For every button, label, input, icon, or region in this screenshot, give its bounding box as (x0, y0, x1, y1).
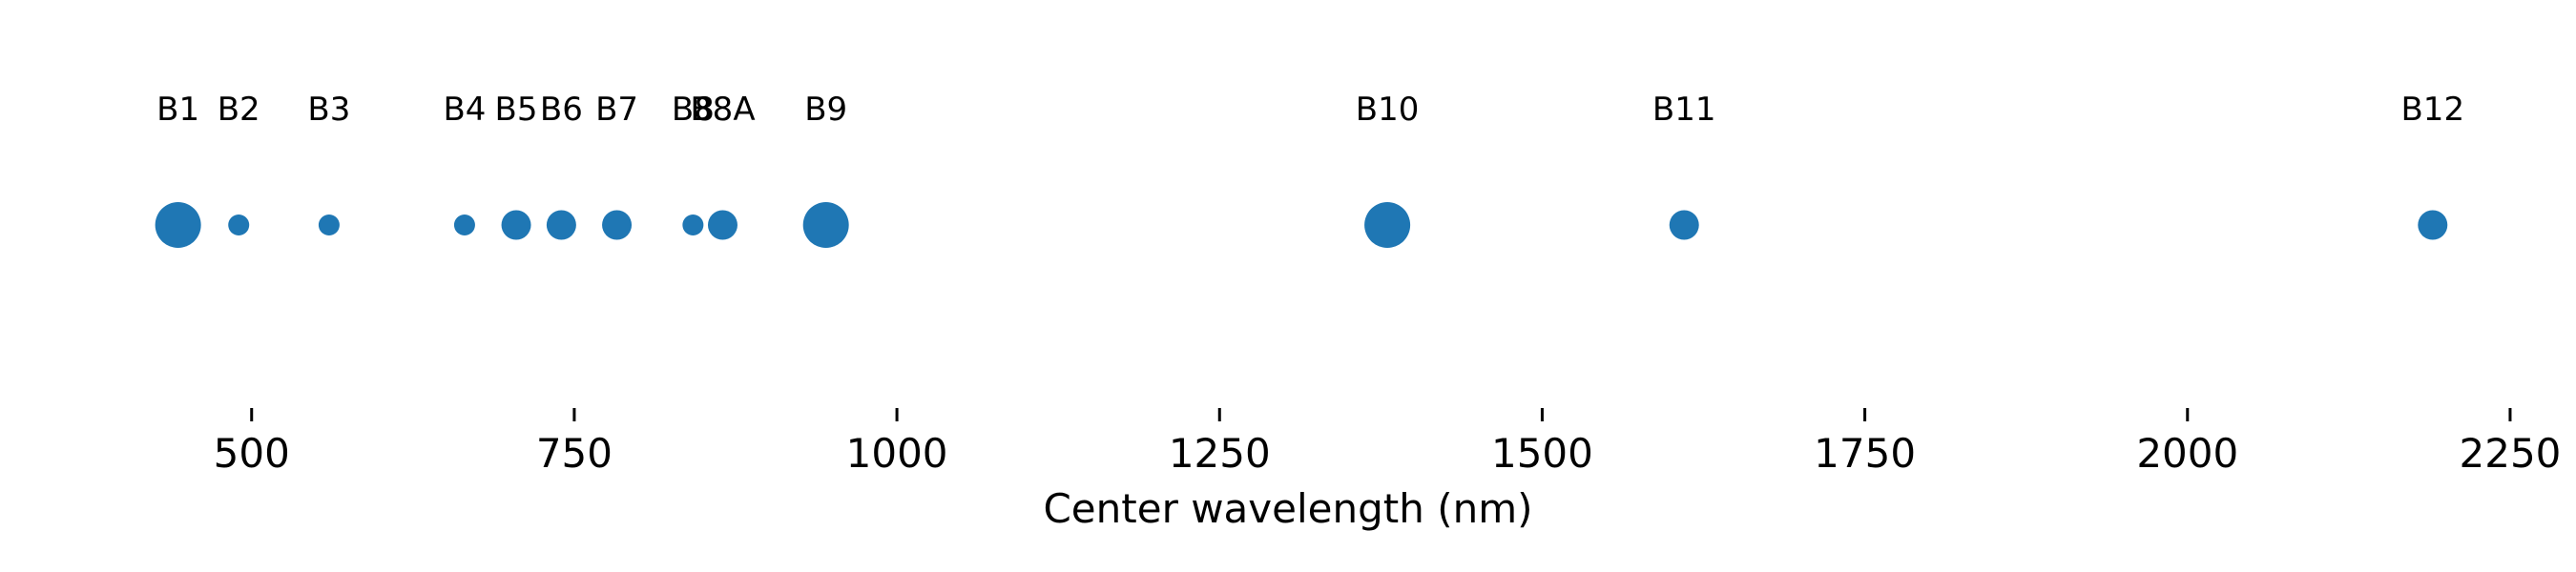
data-point-b10 (1364, 202, 1411, 248)
data-point-b7 (602, 210, 633, 240)
x-axis-title: Center wavelength (nm) (1043, 485, 1532, 532)
point-label-b5: B5 (495, 91, 538, 129)
point-label-b8a: B8A (690, 91, 755, 129)
data-point-b8 (682, 214, 704, 235)
point-label-b11: B11 (1652, 91, 1716, 129)
data-point-b11 (1669, 210, 1699, 240)
x-axis: 500 750 1000 1250 1500 1750 2000 2250 (214, 408, 2562, 477)
x-tick-label-750: 750 (536, 430, 613, 477)
data-point-b3 (318, 214, 340, 235)
data-point-b8a (707, 210, 737, 240)
x-tick-label-2250: 2250 (2460, 430, 2562, 477)
point-label-b3: B3 (307, 91, 350, 129)
data-point-b1 (155, 202, 201, 248)
point-label-b7: B7 (595, 91, 638, 129)
data-point-b2 (228, 214, 250, 235)
point-label-b1: B1 (156, 91, 199, 129)
x-tick-label-2000: 2000 (2136, 430, 2238, 477)
point-label-b12: B12 (2400, 91, 2464, 129)
data-point-b4 (453, 214, 475, 235)
x-tick-label-500: 500 (214, 430, 290, 477)
x-tick-label-1750: 1750 (1814, 430, 1916, 477)
x-tick-label-1500: 1500 (1491, 430, 1593, 477)
x-tick-label-1250: 1250 (1169, 430, 1271, 477)
data-point-b5 (501, 210, 531, 240)
x-tick-label-1000: 1000 (846, 430, 948, 477)
point-label-b2: B2 (218, 91, 260, 129)
point-label-b9: B9 (804, 91, 847, 129)
point-label-b8: B8 (672, 91, 715, 129)
point-label-b10: B10 (1356, 91, 1420, 129)
data-point-b9 (802, 202, 849, 248)
data-point-b6 (546, 210, 576, 240)
data-point-b12 (2418, 210, 2448, 240)
point-label-b4: B4 (443, 91, 486, 129)
data-points (155, 202, 2448, 248)
point-label-b6: B6 (540, 91, 583, 129)
